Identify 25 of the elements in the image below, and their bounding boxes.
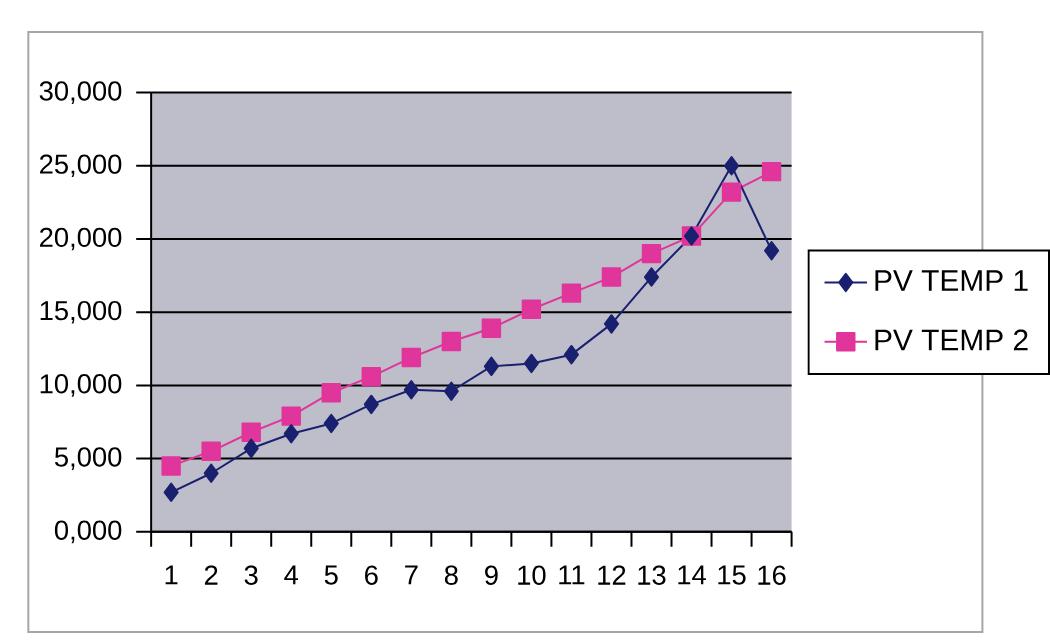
y-tick-label: 30,000	[39, 81, 122, 104]
x-tick-label: 8	[444, 565, 458, 585]
x-tick-label: 13	[638, 565, 666, 585]
y-tick-label: 20,000	[40, 227, 122, 251]
y-tick-label: 15,000	[40, 300, 122, 324]
x-tick-label: 16	[758, 565, 786, 585]
x-tick-label: 15	[718, 565, 746, 585]
x-tick-label: 9	[485, 565, 498, 585]
y-tick-label: 0,000	[54, 520, 122, 543]
x-tick-label: 5	[324, 565, 338, 585]
x-tick-label: 3	[244, 565, 258, 585]
y-tick-label: 25,000	[40, 154, 122, 177]
x-tick-label: 2	[204, 565, 218, 585]
legend-label: PV TEMP 1	[875, 270, 1028, 291]
x-tick-label: 7	[405, 565, 418, 585]
x-tick-label: 14	[678, 565, 706, 585]
legend-label: PV TEMP 2	[875, 329, 1028, 351]
y-tick-label: 5,000	[54, 447, 122, 470]
x-tick-label: 4	[284, 565, 299, 585]
x-tick-label: 12	[598, 565, 626, 585]
y-tick-label: 10,000	[40, 373, 122, 397]
x-tick-label: 10	[518, 565, 546, 585]
x-tick-label: 6	[365, 565, 378, 585]
x-tick-label: 11	[559, 565, 585, 585]
x-tick-label: 1	[165, 565, 178, 585]
